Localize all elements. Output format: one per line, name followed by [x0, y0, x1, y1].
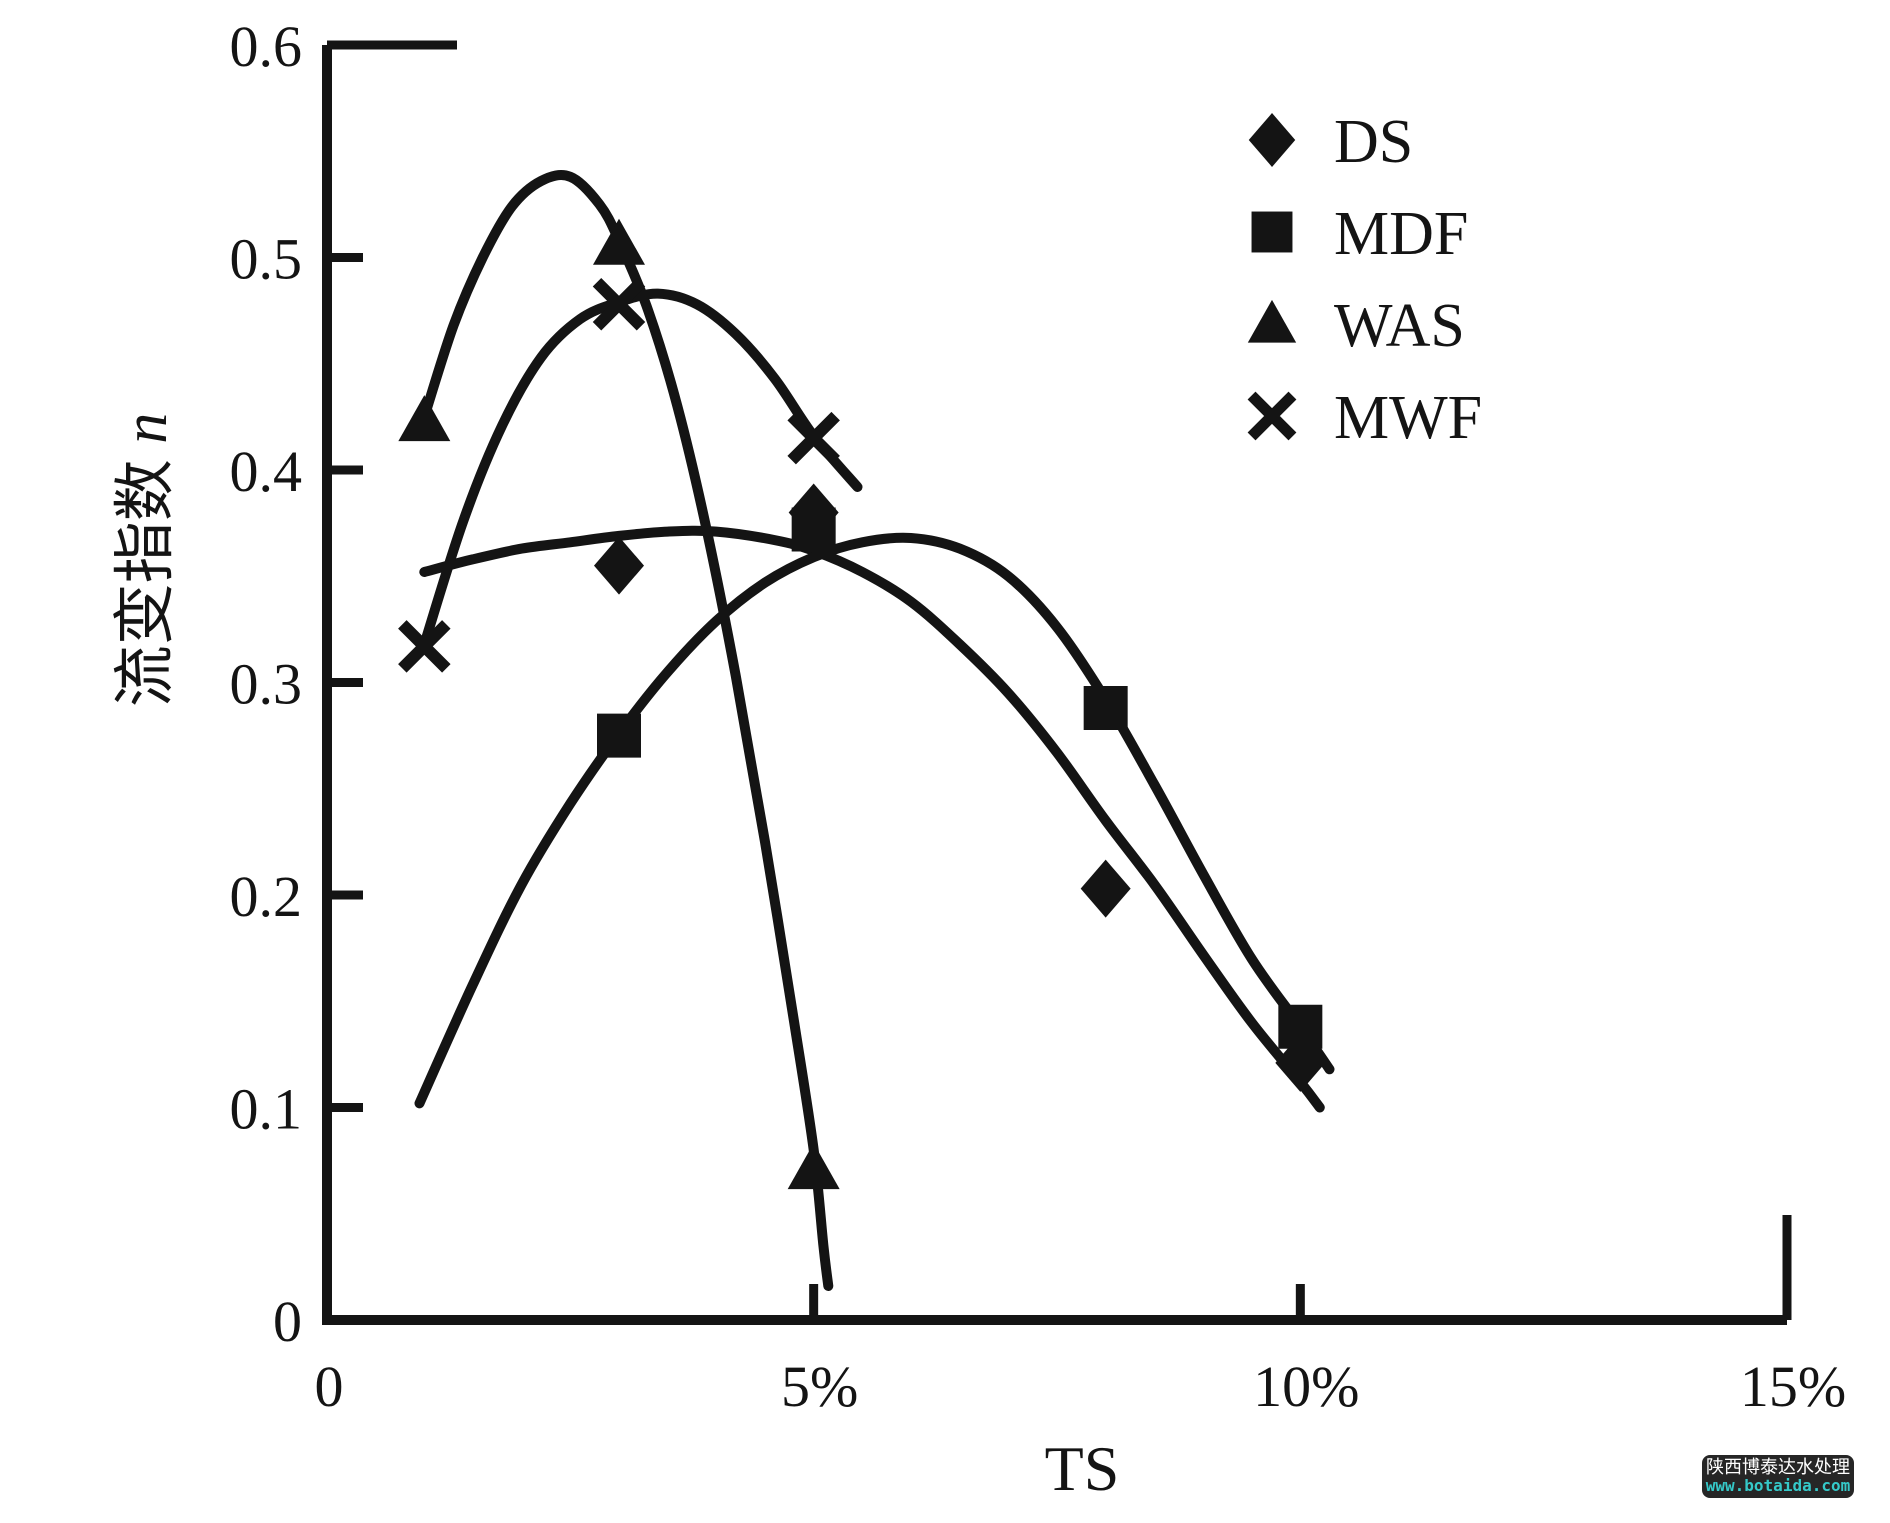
x-axis-title: TS: [1045, 1433, 1120, 1504]
legend-item-MDF: MDF: [1251, 200, 1468, 268]
x-tick-label: 5%: [781, 1354, 858, 1419]
x-tick-label: 15%: [1740, 1354, 1846, 1419]
legend-label-MWF: MWF: [1334, 384, 1482, 452]
legend-marker-square: [1251, 211, 1293, 253]
axis-lines: [322, 45, 1787, 1325]
legend: DS MDF WAS MWF: [1247, 108, 1482, 452]
watermark-url: www.botaida.com: [1705, 1475, 1851, 1495]
square-marker: [1278, 1004, 1323, 1049]
legend-label-DS: DS: [1334, 108, 1413, 176]
fit-curve-MDF: [414, 532, 1335, 1109]
y-tick-label: 0: [273, 1289, 302, 1354]
diamond-marker: [594, 536, 644, 595]
series-DS-markers: [594, 483, 1326, 1092]
legend-marker-x: [1247, 391, 1297, 441]
y-axis: 0 0.1 0.2 0.3 0.4 0.5 0.6: [230, 14, 457, 1354]
fit-curve-WAS: [419, 170, 834, 1291]
y-tick-label: 0.4: [230, 439, 303, 504]
y-tick-label: 0.6: [230, 14, 303, 79]
legend-item-WAS: WAS: [1247, 292, 1465, 360]
legend-label-WAS: WAS: [1334, 292, 1465, 360]
triangle-marker: [787, 1143, 840, 1190]
fit-curve-DS: [419, 525, 1325, 1113]
fit-curve-MWF: [419, 288, 863, 650]
x-marker: [592, 278, 646, 331]
y-axis-title: 流变指数 n: [112, 413, 180, 708]
fit-curves: [414, 170, 1335, 1291]
legend-item-MWF: MWF: [1247, 384, 1482, 452]
legend-label-MDF: MDF: [1334, 200, 1468, 268]
triangle-marker: [593, 218, 645, 265]
legend-marker-triangle: [1247, 299, 1297, 343]
y-tick-label: 0.5: [230, 227, 303, 292]
watermark-badge: 陕西博泰达水处理 www.botaida.com: [1702, 1455, 1854, 1498]
x-marker: [398, 620, 451, 673]
x-axis: 0 5% 10% 15%: [315, 1215, 1846, 1419]
legend-marker-diamond: [1248, 113, 1296, 167]
x-marker: [787, 411, 840, 465]
series-MDF-markers: [597, 507, 1323, 1049]
square-marker: [791, 507, 836, 552]
axes: [322, 45, 1787, 1325]
series-MWF-markers: [398, 278, 840, 673]
square-marker: [597, 713, 641, 758]
triangle-marker: [398, 395, 451, 442]
y-tick-label: 0.3: [230, 652, 303, 717]
square-marker: [1083, 686, 1128, 730]
series-WAS-markers: [398, 218, 840, 1190]
x-tick-label: 0: [315, 1354, 344, 1419]
legend-item-DS: DS: [1248, 108, 1413, 176]
y-tick-label: 0.1: [230, 1077, 303, 1142]
watermark-text: 陕西博泰达水处理: [1706, 1456, 1850, 1478]
x-tick-label: 10%: [1253, 1354, 1359, 1419]
diamond-marker: [1080, 859, 1131, 918]
y-tick-label: 0.2: [230, 864, 303, 929]
